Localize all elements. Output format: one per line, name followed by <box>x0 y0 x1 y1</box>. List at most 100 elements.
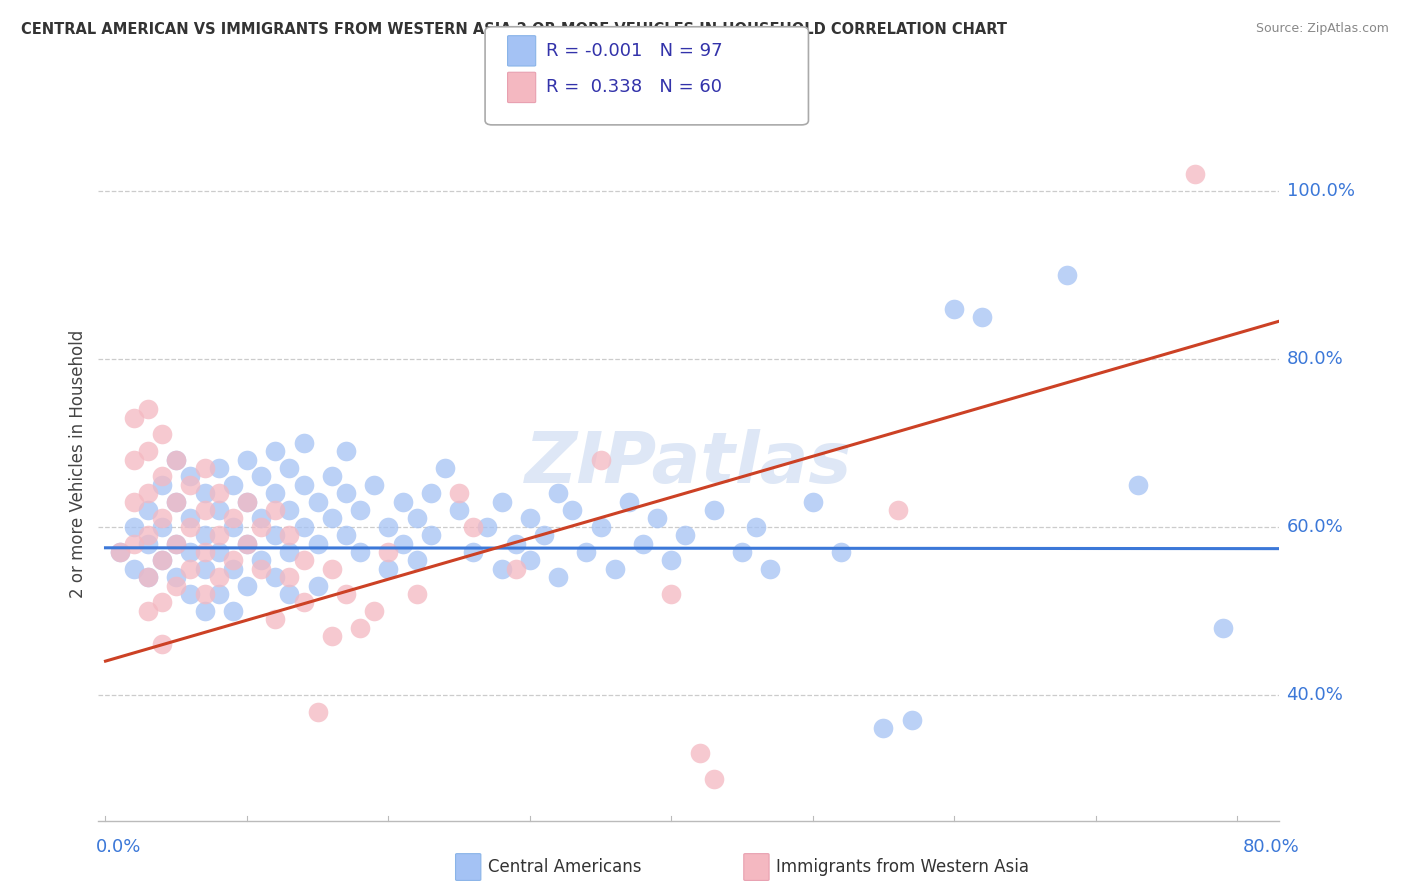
Point <box>150 553 173 567</box>
Point <box>264 444 287 458</box>
Point <box>122 452 145 467</box>
Point <box>250 562 273 576</box>
Point <box>433 461 456 475</box>
Text: 0.0%: 0.0% <box>96 838 141 855</box>
Point <box>278 503 301 517</box>
Point <box>477 520 499 534</box>
Point <box>659 553 682 567</box>
Point <box>193 528 215 542</box>
Point <box>377 545 399 559</box>
Point <box>136 570 159 584</box>
Point <box>250 553 273 567</box>
Point <box>179 478 201 492</box>
Point <box>122 494 145 508</box>
Point <box>136 604 159 618</box>
Point <box>1056 268 1078 282</box>
Point <box>405 553 427 567</box>
Point <box>703 503 725 517</box>
Point <box>179 469 201 483</box>
Point <box>463 545 485 559</box>
Point <box>1212 621 1234 635</box>
Point <box>830 545 852 559</box>
Point <box>222 553 245 567</box>
Point <box>519 511 541 525</box>
Point <box>250 511 273 525</box>
Point <box>108 545 131 559</box>
Point <box>972 310 994 324</box>
Text: 80.0%: 80.0% <box>1243 838 1299 855</box>
Point <box>122 520 145 534</box>
Text: ZIPatlas: ZIPatlas <box>526 429 852 499</box>
Point <box>1184 167 1206 181</box>
Point <box>208 545 231 559</box>
Point <box>645 511 668 525</box>
Point <box>419 486 441 500</box>
Point <box>533 528 555 542</box>
Point <box>589 452 612 467</box>
Point <box>703 772 725 786</box>
Point <box>307 578 329 592</box>
Point <box>108 545 131 559</box>
Point <box>236 578 259 592</box>
Point <box>236 494 259 508</box>
Point <box>603 562 626 576</box>
Point <box>193 562 215 576</box>
Point <box>321 629 343 643</box>
Point <box>278 545 301 559</box>
Point <box>236 536 259 550</box>
Point <box>801 494 824 508</box>
Point <box>165 452 187 467</box>
Point <box>335 587 357 601</box>
Point <box>136 503 159 517</box>
Text: 80.0%: 80.0% <box>1286 350 1343 368</box>
Point <box>264 570 287 584</box>
Point <box>900 713 922 727</box>
Point <box>335 486 357 500</box>
Point <box>193 503 215 517</box>
Point <box>278 587 301 601</box>
Point <box>165 578 187 592</box>
Point <box>264 612 287 626</box>
Point <box>943 301 966 316</box>
Point <box>505 562 527 576</box>
Point <box>236 494 259 508</box>
Point <box>179 562 201 576</box>
Point <box>419 528 441 542</box>
Point <box>491 494 513 508</box>
Point <box>505 536 527 550</box>
Point <box>136 570 159 584</box>
Point <box>349 545 371 559</box>
Point <box>236 536 259 550</box>
Point <box>278 528 301 542</box>
Point <box>631 536 654 550</box>
Point <box>193 604 215 618</box>
Point <box>617 494 640 508</box>
Point <box>547 570 569 584</box>
Point <box>745 520 768 534</box>
Text: Immigrants from Western Asia: Immigrants from Western Asia <box>776 858 1029 876</box>
Point <box>449 486 471 500</box>
Point <box>165 494 187 508</box>
Point <box>208 570 231 584</box>
Y-axis label: 2 or more Vehicles in Household: 2 or more Vehicles in Household <box>69 330 87 598</box>
Point <box>179 545 201 559</box>
Point <box>292 478 315 492</box>
Point <box>519 553 541 567</box>
Point <box>561 503 583 517</box>
Point <box>349 621 371 635</box>
Point <box>150 553 173 567</box>
Point <box>391 536 413 550</box>
Point <box>405 587 427 601</box>
Point <box>165 452 187 467</box>
Point <box>150 520 173 534</box>
Point <box>321 562 343 576</box>
Point <box>405 511 427 525</box>
Point <box>150 427 173 442</box>
Point <box>292 595 315 609</box>
Point <box>222 511 245 525</box>
Point <box>236 452 259 467</box>
Point <box>136 486 159 500</box>
Point <box>193 545 215 559</box>
Point <box>759 562 782 576</box>
Point <box>208 486 231 500</box>
